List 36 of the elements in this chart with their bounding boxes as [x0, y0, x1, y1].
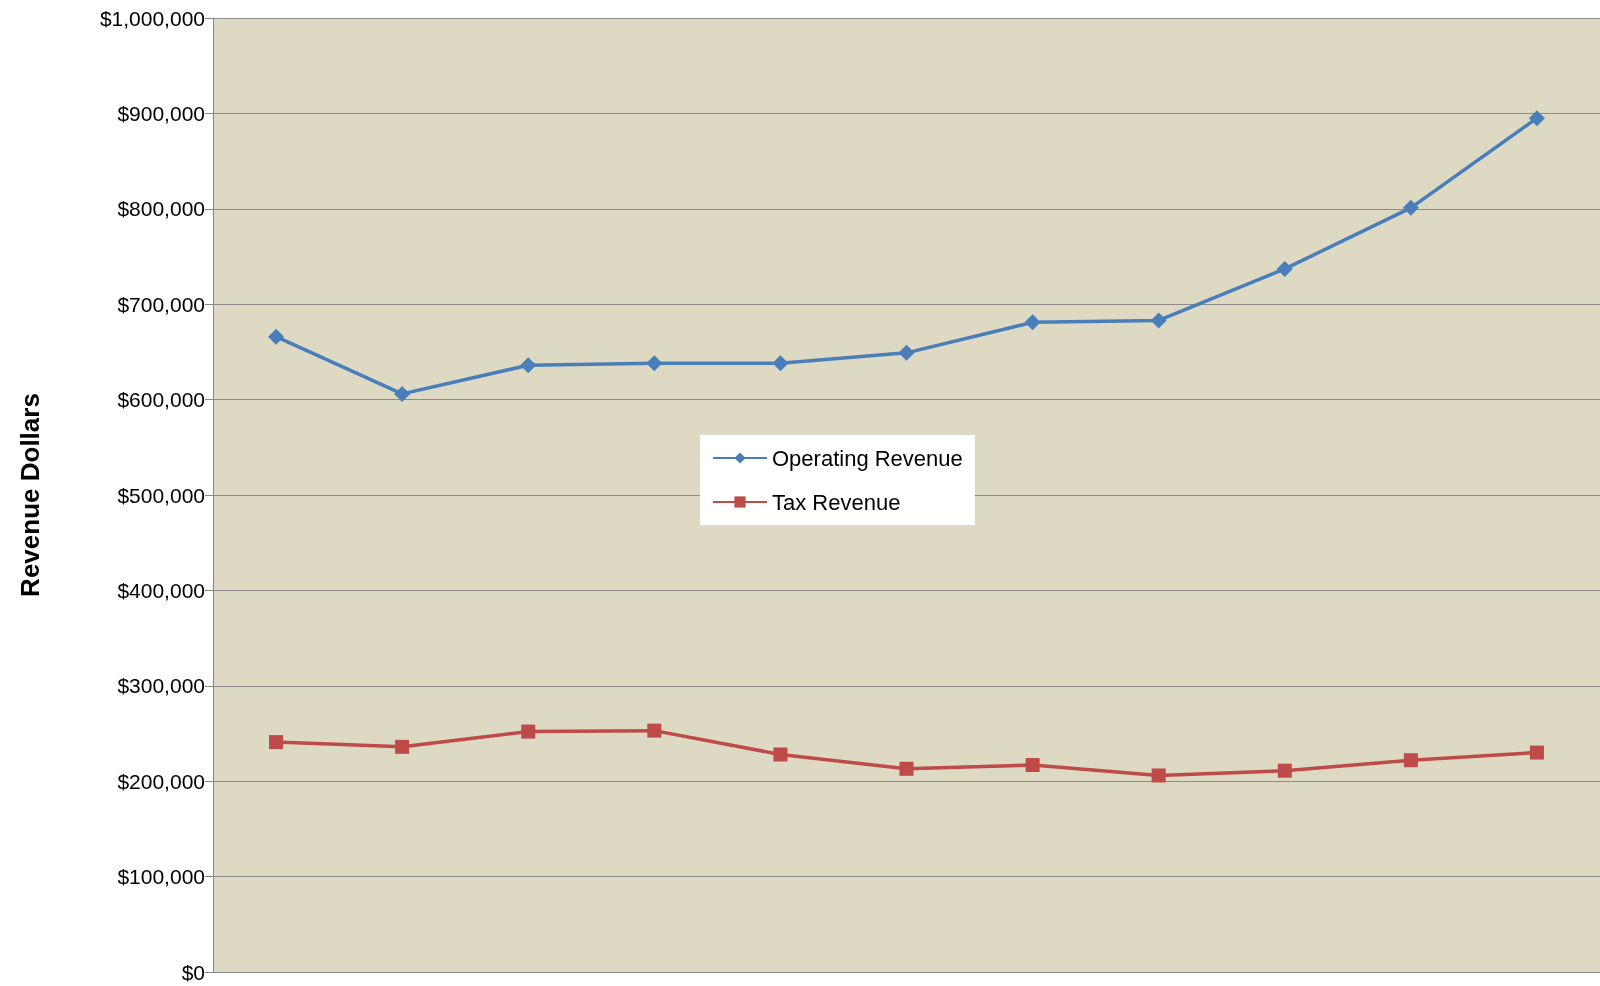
point — [1529, 745, 1544, 760]
y-tick-label: $800,000 — [117, 197, 205, 221]
point — [269, 735, 284, 750]
point — [268, 328, 285, 345]
legend-label: Operating Revenue — [772, 445, 963, 471]
point — [1025, 757, 1040, 772]
point — [521, 724, 536, 739]
y-tick-label: $1,000,000 — [99, 6, 205, 30]
y-tick-label: $300,000 — [117, 674, 205, 698]
legend-label: Tax Revenue — [772, 489, 901, 515]
point — [1277, 763, 1292, 778]
point — [1024, 314, 1041, 331]
point — [647, 723, 662, 738]
point — [1150, 312, 1167, 329]
point — [1528, 110, 1545, 127]
point — [646, 355, 663, 372]
y-tick-label: $600,000 — [117, 388, 205, 412]
point — [1402, 199, 1419, 216]
y-tick-label: $0 — [181, 960, 205, 984]
y-tick-label: $500,000 — [117, 483, 205, 507]
point — [898, 344, 915, 361]
y-tick-label: $200,000 — [117, 769, 205, 793]
point — [772, 355, 789, 372]
point — [395, 739, 410, 754]
point — [520, 357, 537, 374]
point — [773, 747, 788, 762]
y-axis-title: Revenue Dollars — [15, 393, 45, 597]
point — [899, 761, 914, 776]
point — [1403, 753, 1418, 768]
point — [1151, 768, 1166, 783]
point — [394, 385, 411, 402]
y-tick-label: $900,000 — [117, 101, 205, 125]
y-tick-label: $400,000 — [117, 578, 205, 602]
point — [1276, 260, 1293, 277]
y-tick-label: $700,000 — [117, 292, 205, 316]
y-tick-label: $100,000 — [117, 865, 205, 889]
